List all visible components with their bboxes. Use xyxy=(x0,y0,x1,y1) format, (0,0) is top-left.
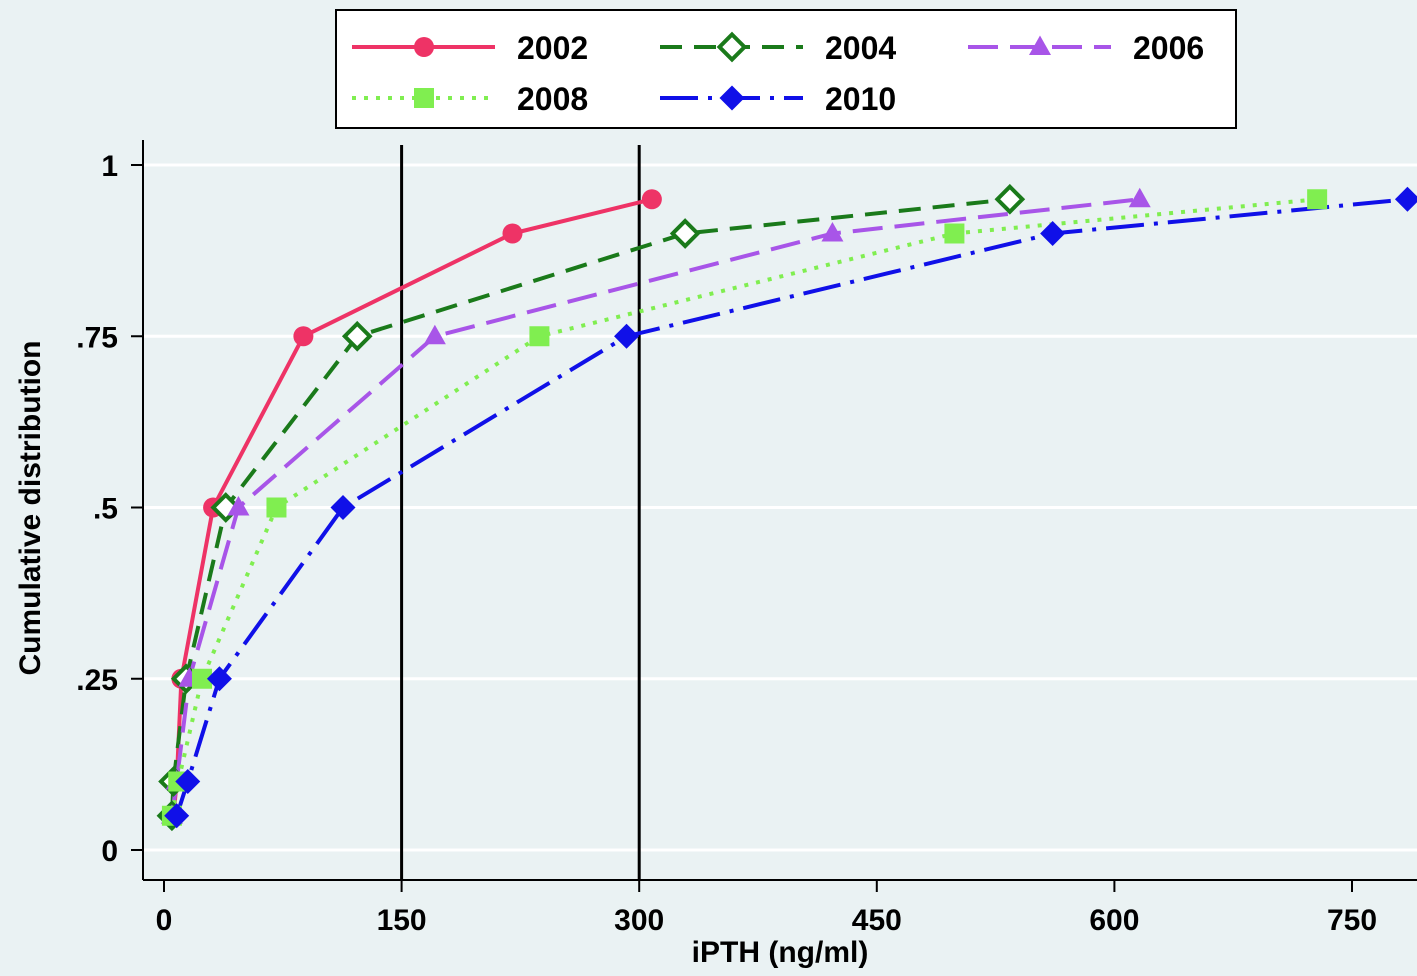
legend-label: 2010 xyxy=(825,81,896,117)
legend-label: 2006 xyxy=(1133,30,1204,66)
data-point-2010 xyxy=(1040,221,1066,246)
data-point-2006 xyxy=(1128,187,1151,208)
legend-items: 2002 2004 2006 2008 2010 xyxy=(352,30,1204,117)
data-point-2004 xyxy=(669,218,701,249)
data-point-2002 xyxy=(641,189,662,210)
reference-lines xyxy=(400,145,641,880)
y-axis-title: Cumulative distribution xyxy=(14,340,47,675)
x-tick-label: 750 xyxy=(1327,904,1377,937)
y-tick-label: .5 xyxy=(93,493,118,526)
data-point-2008 xyxy=(266,497,287,518)
data-point-2006 xyxy=(227,496,250,516)
plot-background xyxy=(143,140,1417,880)
y-tick-label: 1 xyxy=(101,150,118,183)
data-point-2010 xyxy=(614,323,640,349)
data-point-2004 xyxy=(341,320,373,352)
x-tick-label: 0 xyxy=(156,904,173,937)
data-point-2010 xyxy=(330,495,356,520)
data-point-2008 xyxy=(529,326,550,347)
x-tick-label: 450 xyxy=(852,904,902,937)
legend-label: 2002 xyxy=(517,30,588,66)
legend-item-2006: 2006 xyxy=(968,30,1204,66)
data-point-2006 xyxy=(423,324,446,345)
axes: 0 .25 .5 .75 1 0 150 300 450 600 750 xyxy=(76,140,1417,937)
legend-swatch-marker xyxy=(1029,35,1051,55)
data-point-2010 xyxy=(1394,186,1417,212)
data-point-2008 xyxy=(192,668,213,689)
data-point-2002 xyxy=(502,223,523,244)
legend-swatch-marker xyxy=(716,31,748,63)
y-ticks: 0 .25 .5 .75 1 xyxy=(76,150,143,868)
legend: 2002 2004 2006 2008 2010 xyxy=(335,9,1237,129)
legend-item-2008: 2008 xyxy=(352,81,588,117)
x-ticks: 0 150 300 450 600 750 xyxy=(156,880,1377,937)
legend-item-2002: 2002 xyxy=(352,30,588,66)
legend-item-2010: 2010 xyxy=(660,81,896,117)
data-point-2010 xyxy=(175,769,201,794)
legend-swatch-marker xyxy=(414,37,434,57)
data-point-2006 xyxy=(821,222,844,242)
y-tick-label: .25 xyxy=(76,664,118,697)
series-markers xyxy=(156,183,1417,832)
y-tick-label: 0 xyxy=(101,835,118,868)
legend-swatch-marker xyxy=(719,85,745,111)
data-point-2008 xyxy=(944,223,965,244)
legend-item-2004: 2004 xyxy=(660,30,896,66)
x-tick-label: 300 xyxy=(614,904,664,937)
data-point-2002 xyxy=(293,326,314,347)
x-tick-label: 150 xyxy=(377,904,427,937)
legend-label: 2008 xyxy=(517,81,588,117)
x-axis-title: iPTH (ng/ml) xyxy=(692,936,869,969)
data-point-2010 xyxy=(206,666,232,692)
data-point-2004 xyxy=(994,183,1026,215)
y-tick-label: .75 xyxy=(76,321,118,354)
legend-label: 2004 xyxy=(825,30,896,66)
x-tick-label: 600 xyxy=(1089,904,1139,937)
data-point-2008 xyxy=(1307,189,1328,210)
legend-swatch-marker xyxy=(414,88,434,108)
plot-area xyxy=(143,140,1417,880)
data-point-2010 xyxy=(164,803,190,829)
legend-box xyxy=(335,9,1237,129)
